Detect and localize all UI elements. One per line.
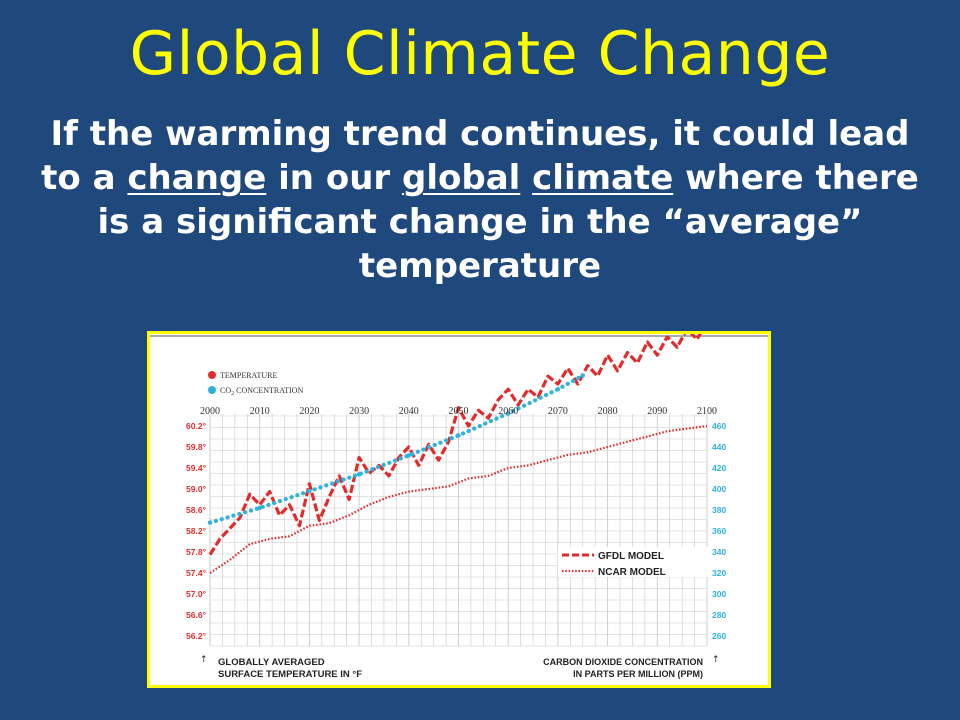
legend-co2-label: CO2 CONCENTRATION	[220, 386, 303, 397]
x-tick-label: 2020	[299, 406, 319, 417]
series-co2-concentration	[207, 373, 585, 525]
body-line-2-prefix: to a	[41, 158, 128, 198]
series-ncar-model	[209, 424, 708, 574]
co2-point	[257, 505, 262, 511]
right-tick-label: 440	[712, 442, 726, 452]
left-tick-label: 57.0°	[186, 589, 207, 599]
co2-point	[580, 373, 585, 378]
body-line-2-mid2	[520, 158, 532, 198]
left-tick-label: 59.8°	[186, 442, 207, 452]
x-tick-label: 2050	[449, 406, 469, 417]
legend-co2-sub: 2	[231, 391, 234, 397]
x-tick-label: 2040	[399, 406, 419, 417]
right-tick-label: 380	[712, 505, 726, 515]
co2-point	[356, 472, 362, 477]
left-axis-label-line2: SURFACE TEMPERATURE IN °F	[218, 669, 362, 680]
legend-temperature-label: TEMPERATURE	[220, 371, 277, 380]
x-tick-label: 2000	[200, 406, 220, 417]
co2-point	[307, 488, 312, 494]
legend-temperature-marker	[208, 371, 216, 379]
right-tick-label: 300	[712, 589, 726, 599]
co2-point	[506, 411, 511, 416]
co2-point	[406, 453, 411, 458]
body-underlined-climate: climate	[532, 158, 674, 198]
climate-chart: 2000 2010 2020 2030 2040 2050 2060 2070 2080 2090…	[150, 334, 768, 680]
body-line-3: is a significant change in the “average”	[97, 202, 863, 242]
right-tick-label: 260	[712, 631, 726, 641]
series-layer	[207, 334, 708, 574]
x-tick-label: 2060	[498, 406, 518, 417]
body-line-1: If the warming trend continues, it could…	[50, 114, 910, 154]
right-arrow-up: ↑	[712, 655, 720, 665]
slide-body-text: If the warming trend continues, it could…	[20, 112, 940, 288]
slide-title: Global Climate Change	[129, 19, 831, 89]
series-gfdl-model	[208, 334, 702, 556]
right-axis-label-line1: CARBON DIOXIDE CONCENTRATION	[543, 657, 703, 667]
right-tick-label: 420	[712, 463, 726, 473]
right-tick-label: 400	[712, 484, 726, 494]
left-arrow-up: ↑	[200, 655, 208, 665]
left-tick-label: 57.4°	[186, 568, 207, 578]
body-underlined-change: change	[127, 158, 267, 198]
legend-models: GFDL MODEL NCAR MODEL	[558, 547, 708, 578]
x-tick-label: 2100	[697, 406, 717, 417]
right-tick-label: 360	[712, 526, 726, 536]
left-tick-label: 56.6°	[186, 610, 207, 620]
left-tick-label: 56.2°	[186, 631, 207, 641]
left-tick-label: 58.2°	[186, 526, 207, 536]
body-line-2-mid1: in our	[266, 158, 402, 198]
co2-point	[555, 387, 561, 392]
right-tick-label: 320	[712, 568, 726, 578]
x-tick-label: 2010	[250, 406, 270, 417]
legend-co2-suffix: CONCENTRATION	[234, 386, 303, 395]
co2-line	[207, 373, 585, 525]
left-tick-label: 57.8°	[186, 547, 207, 557]
axis-layer: 2000 2010 2020 2030 2040 2050 2060 2070 2080 2090…	[186, 406, 726, 641]
co2-point	[207, 520, 213, 525]
x-tick-label: 2090	[647, 406, 667, 417]
body-line-2-suffix: where there	[673, 158, 919, 198]
legend-top: TEMPERATURE CO2 CONCENTRATION	[208, 371, 303, 397]
x-tick-label: 2070	[548, 406, 568, 417]
co2-point	[456, 433, 461, 438]
left-tick-label: 59.0°	[186, 484, 207, 494]
body-underlined-global: global	[402, 158, 521, 198]
bottom-labels: ↑ GLOBALLY AVERAGED SURFACE TEMPERATURE …	[200, 655, 720, 680]
x-tick-label: 2080	[598, 406, 618, 417]
legend-ncar-label: NCAR MODEL	[598, 567, 666, 578]
right-tick-label: 460	[712, 421, 726, 431]
right-axis-label-line2: IN PARTS PER MILLION (PPM)	[573, 669, 703, 679]
legend-co2-prefix: CO	[220, 386, 231, 395]
body-line-4: temperature	[358, 246, 602, 286]
legend-co2-marker	[208, 386, 216, 394]
left-tick-label: 58.6°	[186, 505, 207, 515]
right-tick-label: 340	[712, 547, 726, 557]
grid	[150, 335, 768, 647]
left-tick-label: 60.2°	[186, 421, 207, 431]
x-tick-label: 2030	[349, 406, 369, 417]
right-tick-label: 280	[712, 610, 726, 620]
left-tick-label: 59.4°	[186, 463, 207, 473]
left-axis-label-line1: GLOBALLY AVERAGED	[218, 657, 325, 668]
legend-gfdl-label: GFDL MODEL	[598, 551, 664, 562]
chart-frame: 2000 2010 2020 2030 2040 2050 2060 2070 2080 2090…	[147, 331, 771, 688]
